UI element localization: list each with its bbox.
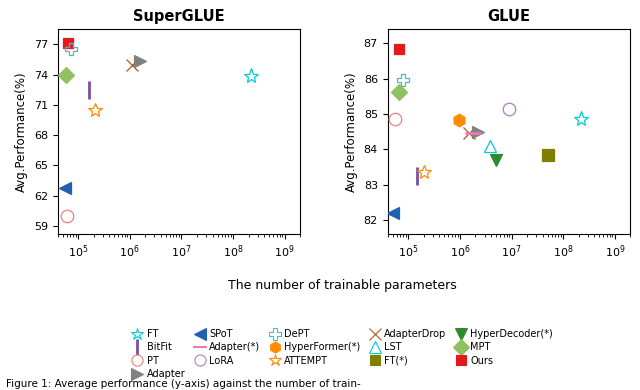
Text: Figure 1: Average performance (y-axis) against the number of train-: Figure 1: Average performance (y-axis) a… [6,379,361,389]
Legend: FT, BitFit, PT, Adapter, SPoT, Adapter(*), LoRA, DePT, HyperFormer(*), ATTEMPT, : FT, BitFit, PT, Adapter, SPoT, Adapter(*… [130,327,555,381]
Text: The number of trainable parameters: The number of trainable parameters [228,279,457,292]
Title: GLUE: GLUE [488,9,531,24]
Y-axis label: Avg.Performance(%): Avg.Performance(%) [15,71,28,192]
Y-axis label: Avg.Performance(%): Avg.Performance(%) [345,71,358,192]
Title: SuperGLUE: SuperGLUE [133,9,225,24]
